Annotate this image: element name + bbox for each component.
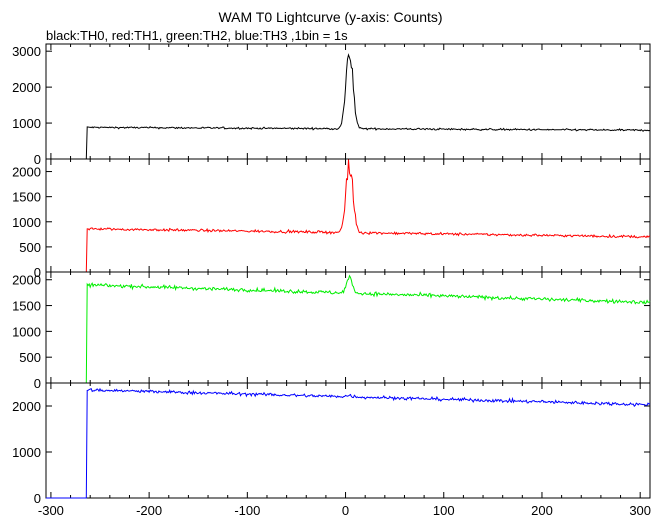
series-line-TH3: [46, 387, 651, 499]
panel-frame-TH3: [45, 382, 651, 499]
x-tick-label: -300: [38, 503, 64, 515]
y-tick-label-TH1: 1500: [12, 190, 41, 205]
y-tick-label-TH0: 3000: [12, 44, 41, 59]
y-tick-label-TH2: 500: [19, 350, 41, 365]
x-tick-label: 0: [342, 503, 349, 515]
series-line-TH0: [46, 53, 651, 160]
y-tick-label-TH1: 1000: [12, 215, 41, 230]
y-tick-label-TH1: 500: [19, 240, 41, 255]
series-line-TH1: [46, 159, 651, 273]
x-tick-label: -200: [136, 503, 162, 515]
y-tick-label-TH3: 1000: [12, 445, 41, 460]
panel-frame-TH0: [45, 43, 651, 160]
y-tick-label-TH0: 1000: [12, 116, 41, 131]
y-tick-label-TH3: 0: [34, 491, 41, 506]
series-line-TH2: [46, 274, 651, 384]
y-tick-label-TH2: 1500: [12, 299, 41, 314]
y-tick-label-TH0: 2000: [12, 80, 41, 95]
y-tick-label-TH3: 2000: [12, 399, 41, 414]
y-tick-label-TH1: 0: [34, 265, 41, 280]
y-tick-label-TH0: 0: [34, 152, 41, 167]
x-tick-label: 100: [433, 503, 455, 515]
x-tick-label: -100: [234, 503, 260, 515]
y-tick-label-TH2: 2000: [12, 273, 41, 288]
y-tick-label-TH2: 0: [34, 376, 41, 391]
panel-frame-TH2: [45, 271, 651, 384]
chart-title: WAM T0 Lightcurve (y-axis: Counts): [218, 9, 443, 25]
x-tick-label: 200: [531, 503, 553, 515]
y-tick-label-TH1: 2000: [12, 165, 41, 180]
y-tick-label-TH2: 1000: [12, 324, 41, 339]
x-tick-label: 300: [629, 503, 651, 515]
chart-subtitle: black:TH0, red:TH1, green:TH2, blue:TH3 …: [46, 28, 348, 43]
